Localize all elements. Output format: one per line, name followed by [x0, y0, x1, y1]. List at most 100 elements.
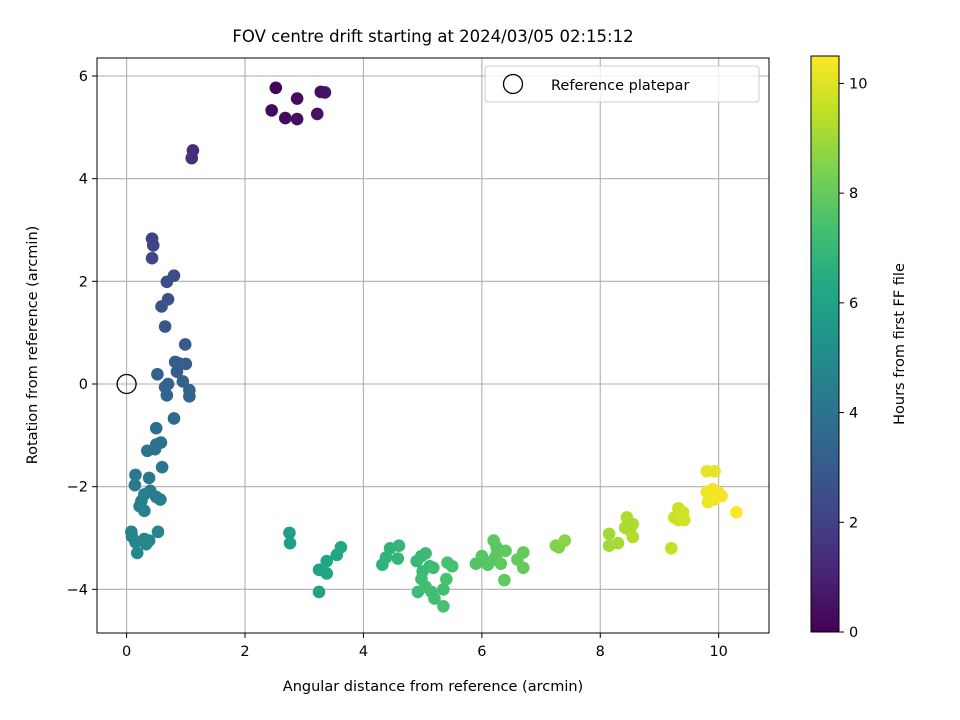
data-point — [419, 547, 432, 560]
data-point — [516, 546, 530, 559]
data-point — [160, 388, 174, 402]
data-point — [148, 442, 162, 456]
colorbar-tick-label: 6 — [849, 296, 858, 312]
x-tick-label: 8 — [596, 644, 605, 660]
legend: Reference platepar — [484, 65, 760, 103]
data-point — [178, 338, 192, 351]
data-point — [708, 464, 721, 478]
data-point — [516, 561, 530, 575]
data-point — [426, 561, 440, 575]
data-point — [151, 367, 164, 381]
reference-platepar-marker — [116, 373, 137, 395]
data-point — [183, 390, 196, 403]
data-point — [151, 525, 165, 539]
colorbar-tick-label: 4 — [849, 406, 858, 422]
y-tick-label: −4 — [67, 582, 88, 598]
data-point — [146, 239, 160, 252]
data-point — [310, 107, 324, 121]
data-point — [130, 546, 144, 560]
data-point — [499, 544, 512, 558]
data-point — [312, 585, 326, 599]
data-point — [626, 517, 640, 531]
data-point — [283, 526, 296, 540]
data-point — [149, 421, 163, 435]
legend-marker-icon — [502, 73, 524, 95]
x-tick-label: 6 — [477, 644, 486, 660]
data-point — [265, 104, 278, 117]
data-point — [129, 468, 142, 482]
data-point — [318, 86, 332, 99]
grid-lines — [97, 58, 769, 633]
data-point — [676, 506, 690, 519]
data-point — [494, 557, 508, 570]
data-point — [665, 541, 678, 555]
chart-title: FOV centre drift starting at 2024/03/05 … — [232, 27, 633, 46]
x-axis-ticks: 0 2 4 6 8 10 — [122, 633, 728, 660]
x-tick-label: 4 — [359, 644, 368, 660]
legend-box — [484, 65, 760, 103]
data-point — [437, 583, 450, 596]
data-point — [437, 600, 450, 613]
y-axis-label: Rotation from reference (arcmin) — [25, 226, 41, 465]
x-tick-label: 0 — [122, 644, 131, 660]
data-point — [320, 567, 334, 580]
colorbar-tick-label: 8 — [849, 186, 858, 202]
data-point — [730, 506, 743, 519]
data-point — [320, 554, 334, 568]
data-point — [154, 493, 167, 506]
data-point — [269, 81, 283, 95]
y-tick-label: 0 — [79, 377, 88, 393]
data-point — [558, 534, 572, 547]
data-point — [626, 530, 640, 544]
data-point — [498, 573, 511, 587]
data-point — [138, 504, 151, 518]
data-point — [176, 375, 190, 388]
data-point — [440, 572, 453, 586]
colorbar-tick-label: 10 — [849, 76, 867, 92]
data-points — [116, 81, 743, 613]
x-tick-label: 10 — [709, 644, 727, 660]
x-axis-label: Angular distance from reference (arcmin) — [283, 679, 583, 695]
x-tick-label: 2 — [240, 644, 249, 660]
colorbar-tick-label: 2 — [849, 515, 858, 531]
data-point — [290, 92, 304, 105]
y-tick-label: −2 — [67, 480, 88, 496]
colorbar-label: Hours from first FF file — [892, 263, 908, 425]
data-point — [185, 151, 199, 165]
colorbar-ticks: 0 2 4 6 8 10 — [839, 76, 867, 641]
data-point — [158, 320, 172, 333]
data-point — [334, 540, 348, 554]
data-point — [167, 412, 181, 425]
data-point — [179, 357, 193, 371]
data-point — [411, 585, 425, 599]
colorbar-tick-label: 0 — [849, 625, 858, 641]
data-point — [283, 536, 297, 550]
data-point — [142, 471, 156, 485]
data-point — [391, 552, 405, 565]
data-point — [145, 251, 159, 265]
data-point — [290, 112, 304, 126]
data-point — [139, 537, 153, 551]
plot-frame — [96, 57, 770, 634]
colorbar: 0 2 4 6 8 10 Hours from first FF file — [810, 55, 908, 641]
y-tick-label: 2 — [79, 274, 88, 290]
data-point — [129, 535, 142, 549]
data-point — [128, 478, 142, 492]
data-point — [707, 493, 721, 506]
data-point — [278, 111, 292, 125]
data-point — [602, 527, 616, 541]
data-point — [155, 460, 169, 474]
data-point — [611, 536, 625, 550]
data-point — [392, 539, 406, 553]
data-point — [155, 300, 168, 313]
data-point — [428, 592, 441, 605]
data-point — [160, 275, 174, 289]
data-point — [445, 559, 459, 573]
data-point — [170, 365, 184, 378]
colorbar-gradient — [810, 55, 840, 633]
y-axis-ticks: −4 −2 0 2 4 6 — [67, 69, 97, 598]
y-tick-label: 6 — [79, 69, 88, 85]
legend-entry: Reference platepar — [551, 78, 689, 94]
y-tick-label: 4 — [79, 172, 88, 188]
